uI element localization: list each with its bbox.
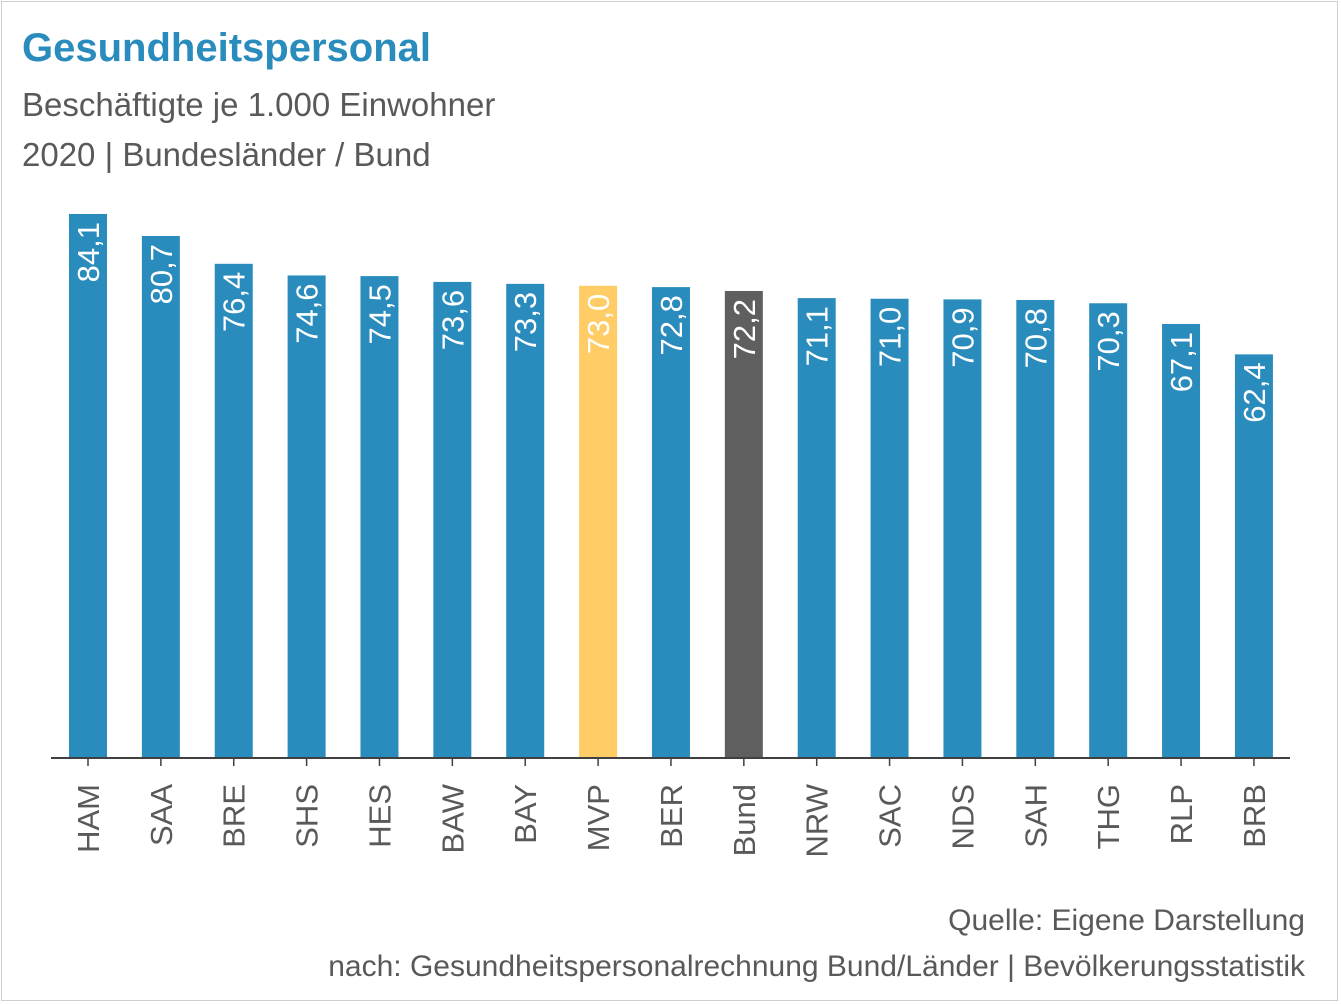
- data-label-sac: 71,0: [873, 307, 908, 367]
- x-tick-label-bre: BRE: [217, 784, 252, 848]
- bar-saa: [141, 235, 180, 758]
- bar-hes: [360, 276, 399, 758]
- bar-brb: [1234, 354, 1273, 758]
- bar-rlp: [1162, 323, 1201, 758]
- bar-sah: [1016, 300, 1055, 758]
- x-tick-label-saa: SAA: [144, 784, 179, 846]
- x-tick-label-bay: BAY: [508, 784, 543, 844]
- chart-subtitle-unit: Beschäftigte je 1.000 Einwohner: [22, 86, 496, 123]
- x-tick-label-ber: BER: [654, 784, 689, 848]
- data-label-sah: 70,8: [1018, 308, 1053, 368]
- data-label-saa: 80,7: [144, 244, 179, 304]
- data-label-thg: 70,3: [1091, 311, 1126, 371]
- data-label-baw: 73,6: [435, 290, 470, 350]
- bar-baw: [433, 281, 472, 758]
- data-label-ham: 84,1: [71, 222, 106, 282]
- bar-nds: [943, 299, 982, 758]
- data-label-rlp: 67,1: [1164, 332, 1199, 392]
- x-tick-label-baw: BAW: [435, 783, 470, 853]
- bar-mvp: [579, 285, 618, 758]
- data-label-hes: 74,5: [362, 284, 397, 344]
- x-tick-label-sah: SAH: [1018, 784, 1053, 848]
- x-tick-label-thg: THG: [1091, 784, 1126, 849]
- data-label-brb: 62,4: [1237, 362, 1272, 422]
- bar-nrw: [797, 298, 836, 758]
- chart-subtitle-scope: 2020 | Bundesländer / Bund: [22, 136, 431, 173]
- x-tick-label-nds: NDS: [945, 784, 980, 849]
- data-label-mvp: 73,0: [581, 294, 616, 354]
- data-label-nrw: 71,1: [800, 306, 835, 366]
- x-tick-label-ham: HAM: [71, 784, 106, 853]
- chart-title: Gesundheitspersonal: [22, 26, 431, 70]
- bar-ham: [69, 214, 107, 758]
- data-label-bre: 76,4: [217, 272, 252, 332]
- bar-thg: [1089, 303, 1128, 758]
- bar-shs: [287, 275, 326, 758]
- bar-ber: [651, 287, 690, 758]
- x-tick-label-hes: HES: [362, 784, 397, 848]
- data-label-nds: 70,9: [945, 307, 980, 367]
- bar-bre: [214, 263, 253, 758]
- x-tick-label-nrw: NRW: [800, 783, 835, 857]
- data-label-shs: 74,6: [290, 283, 325, 343]
- data-label-bay: 73,3: [508, 292, 543, 352]
- x-tick-label-sac: SAC: [873, 784, 908, 848]
- x-tick-label-brb: BRB: [1237, 784, 1272, 848]
- data-label-ber: 72,8: [654, 295, 689, 355]
- bar-sac: [870, 298, 909, 758]
- bar-bay: [506, 283, 545, 758]
- x-tick-label-bund: Bund: [727, 784, 762, 856]
- bar-bund: [724, 290, 763, 758]
- source-note-line1: Quelle: Eigene Darstellung: [948, 904, 1305, 937]
- data-label-bund: 72,2: [727, 299, 762, 359]
- x-tick-label-mvp: MVP: [581, 784, 616, 851]
- source-note-line2: nach: Gesundheitspersonalrechnung Bund/L…: [328, 950, 1305, 983]
- x-tick-label-shs: SHS: [290, 784, 325, 848]
- x-tick-label-rlp: RLP: [1164, 784, 1199, 844]
